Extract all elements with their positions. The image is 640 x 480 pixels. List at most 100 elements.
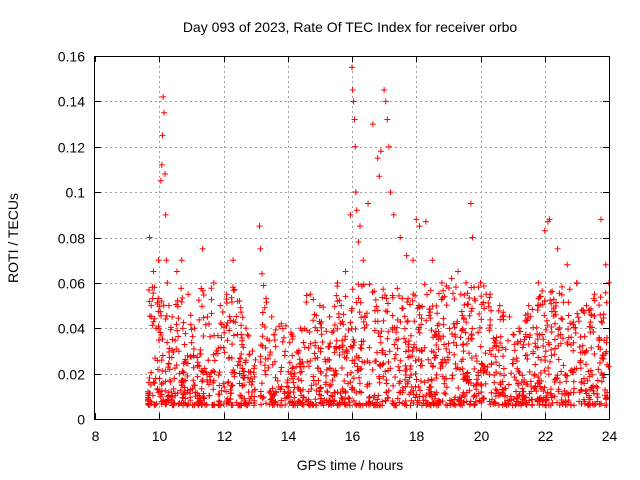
data-point-dense bbox=[442, 391, 449, 398]
data-point bbox=[164, 279, 171, 286]
data-point-dense bbox=[272, 374, 279, 381]
data-point-dense bbox=[427, 315, 434, 322]
data-point-dense bbox=[310, 317, 317, 324]
data-point-dense bbox=[376, 379, 383, 386]
data-point-dense bbox=[320, 402, 327, 409]
plot-frame bbox=[94, 56, 610, 420]
data-point-dense bbox=[211, 402, 218, 409]
data-point-dense bbox=[536, 380, 543, 387]
data-point-dense bbox=[262, 355, 269, 362]
data-point-dense bbox=[238, 331, 245, 338]
data-point-dense bbox=[327, 392, 334, 399]
data-point-dense bbox=[594, 384, 601, 391]
data-point-dense bbox=[343, 346, 350, 353]
data-point-dense bbox=[580, 396, 587, 403]
data-point-dense bbox=[602, 402, 609, 409]
data-point-dense bbox=[500, 365, 507, 372]
data-point-dense bbox=[539, 301, 546, 308]
data-point-dense bbox=[397, 357, 404, 364]
data-point-dense bbox=[397, 318, 404, 325]
data-point-dense bbox=[259, 342, 266, 349]
data-point-dense bbox=[241, 382, 248, 389]
data-point bbox=[382, 98, 389, 105]
data-point-dense bbox=[605, 363, 612, 370]
data-point-dense bbox=[459, 392, 466, 399]
data-point-dense bbox=[220, 344, 227, 351]
data-point-dense bbox=[526, 331, 533, 338]
data-point-dense bbox=[421, 379, 428, 386]
data-point-dense bbox=[402, 362, 409, 369]
x-axis-label: GPS time / hours bbox=[297, 457, 404, 473]
data-point-dense bbox=[344, 371, 351, 378]
data-point-dense bbox=[359, 358, 366, 365]
data-point-dense bbox=[418, 315, 425, 322]
data-point-dense bbox=[440, 287, 447, 294]
data-point-dense bbox=[211, 332, 218, 339]
data-point-dense bbox=[238, 400, 245, 407]
data-point-dense bbox=[246, 351, 253, 358]
data-point-dense bbox=[165, 360, 172, 367]
data-point-dense bbox=[491, 372, 498, 379]
data-point-dense bbox=[525, 341, 532, 348]
data-point-dense bbox=[331, 321, 338, 328]
data-point bbox=[416, 223, 423, 230]
data-point-dense bbox=[150, 318, 157, 325]
data-point-dense bbox=[270, 397, 277, 404]
data-point-dense bbox=[262, 400, 269, 407]
data-point-dense bbox=[423, 291, 430, 298]
data-point-dense bbox=[191, 382, 198, 389]
data-point-dense bbox=[407, 402, 414, 409]
data-point-dense bbox=[533, 324, 540, 331]
data-point-dense bbox=[310, 296, 317, 303]
data-point-dense bbox=[519, 399, 526, 406]
data-point-dense bbox=[179, 325, 186, 332]
data-point-dense bbox=[390, 382, 397, 389]
data-point-dense bbox=[391, 341, 398, 348]
data-point-dense bbox=[245, 389, 252, 396]
data-point-dense bbox=[339, 348, 346, 355]
data-point-dense bbox=[179, 294, 186, 301]
data-point-dense bbox=[423, 400, 430, 407]
data-point-dense bbox=[535, 374, 542, 381]
data-point-dense bbox=[190, 352, 197, 359]
data-point-dense bbox=[177, 387, 184, 394]
data-point-dense bbox=[531, 384, 538, 391]
data-point-dense bbox=[146, 298, 153, 305]
data-point-dense bbox=[416, 329, 423, 336]
data-point-dense bbox=[163, 312, 170, 319]
data-point bbox=[422, 218, 429, 225]
data-point-dense bbox=[336, 297, 343, 304]
data-point-dense bbox=[333, 345, 340, 352]
y-tick-label: 0.04 bbox=[58, 321, 85, 337]
data-point-dense bbox=[341, 378, 348, 385]
data-point-dense bbox=[238, 350, 245, 357]
data-point-dense bbox=[341, 400, 348, 407]
data-point-dense bbox=[516, 392, 523, 399]
data-point-dense bbox=[279, 338, 286, 345]
data-point-dense bbox=[357, 402, 364, 409]
data-point bbox=[307, 291, 314, 298]
data-point-dense bbox=[348, 305, 355, 312]
data-point-dense bbox=[176, 400, 183, 407]
data-point-dense bbox=[581, 310, 588, 317]
data-point-dense bbox=[425, 377, 432, 384]
data-point-dense bbox=[179, 382, 186, 389]
data-point-dense bbox=[207, 333, 214, 340]
data-point-dense bbox=[480, 370, 487, 377]
data-point-dense bbox=[298, 327, 305, 334]
data-point-dense bbox=[547, 289, 554, 296]
data-point-dense bbox=[151, 401, 158, 408]
data-point-dense bbox=[314, 327, 321, 334]
data-point-dense bbox=[407, 366, 414, 373]
data-point bbox=[429, 257, 436, 264]
data-point-dense bbox=[353, 390, 360, 397]
data-point-dense bbox=[312, 396, 319, 403]
data-point-dense bbox=[152, 355, 159, 362]
data-point-dense bbox=[391, 355, 398, 362]
data-point-dense bbox=[435, 346, 442, 353]
data-point-dense bbox=[322, 358, 329, 365]
data-point-dense bbox=[515, 382, 522, 389]
data-point-dense bbox=[451, 296, 458, 303]
data-point-dense bbox=[220, 380, 227, 387]
data-point-dense bbox=[493, 387, 500, 394]
